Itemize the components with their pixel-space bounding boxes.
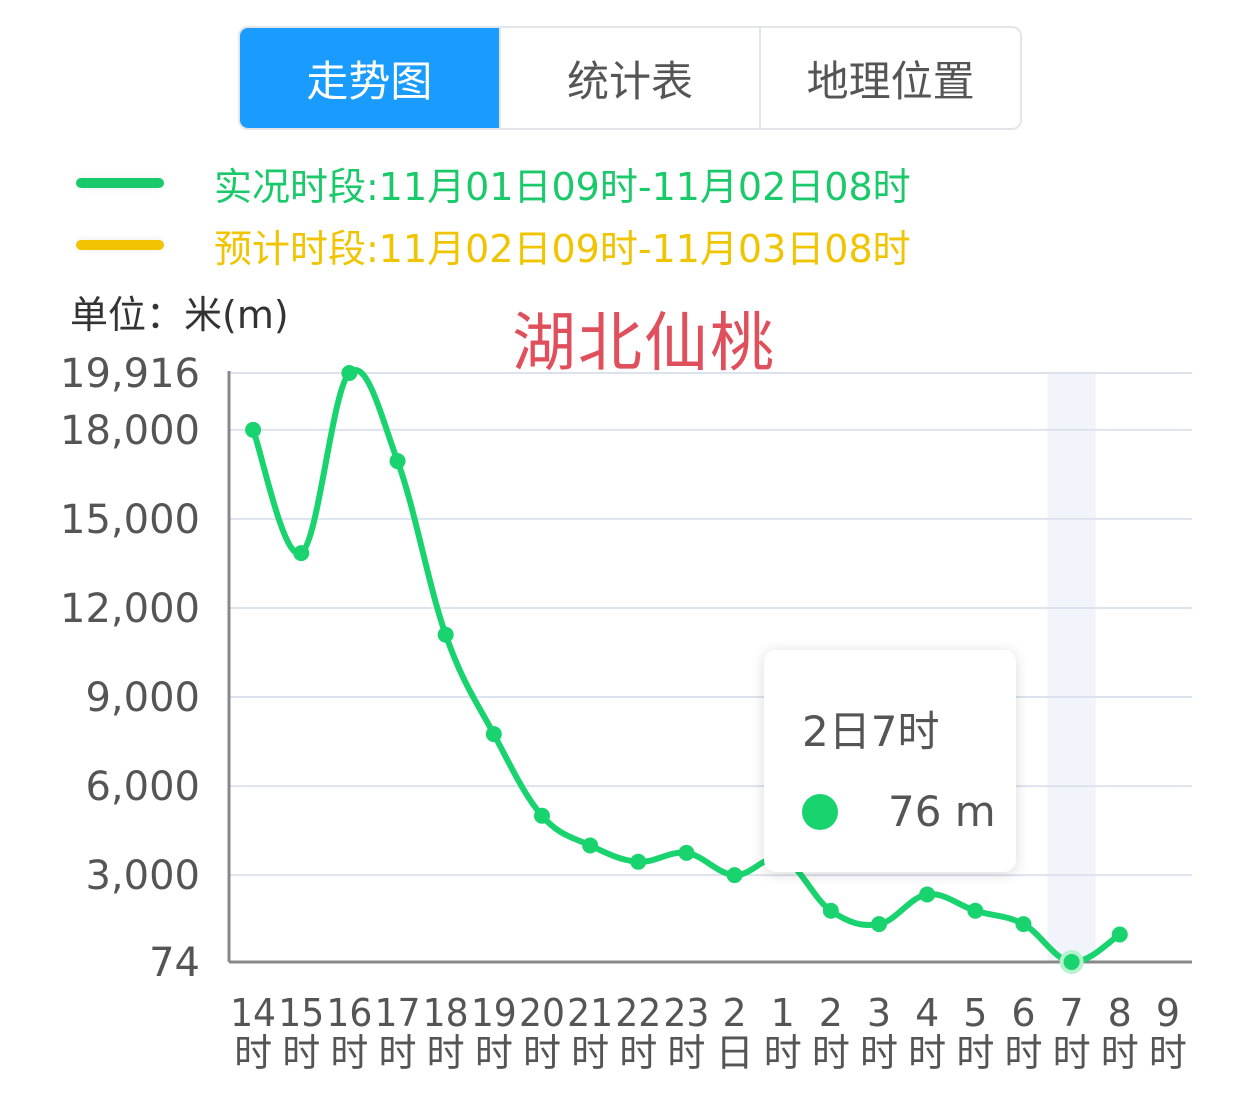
x-tick-label-unit: 时	[764, 1031, 802, 1075]
y-tick-label: 19,916	[60, 351, 200, 397]
x-tick-label: 18	[423, 991, 469, 1035]
y-tick-label: 12,000	[60, 586, 200, 632]
tab-bar: 走势图 统计表 地理位置	[238, 26, 1022, 130]
x-tick-label: 4	[915, 991, 939, 1035]
data-point	[678, 844, 695, 861]
x-tick-label: 23	[663, 991, 709, 1035]
x-tick-label: 2	[819, 991, 843, 1035]
x-tick-label: 7	[1060, 991, 1084, 1035]
tab-trend[interactable]: 走势图	[240, 28, 499, 128]
x-tick-label-unit: 时	[379, 1031, 417, 1075]
data-point	[1015, 916, 1032, 933]
tooltip: 2日7时 76 m	[764, 650, 1016, 872]
x-tick-label-unit: 时	[667, 1031, 705, 1075]
x-tick-label: 9	[1156, 991, 1180, 1035]
x-tick-label: 20	[519, 991, 565, 1035]
x-tick-label: 17	[375, 991, 421, 1035]
legend-forecast: 预计时段:11月02日09时-11月03日08时	[76, 220, 911, 271]
x-tick-label-unit: 时	[282, 1031, 320, 1075]
data-point	[967, 902, 984, 919]
x-tick-label: 15	[278, 991, 324, 1035]
x-tick-label-unit: 时	[523, 1031, 561, 1075]
x-tick-label-unit: 时	[475, 1031, 513, 1075]
x-tick-label-unit: 时	[330, 1031, 368, 1075]
legend-observed: 实况时段:11月01日09时-11月02日08时	[76, 158, 911, 209]
x-tick-label-unit: 时	[1004, 1031, 1042, 1075]
unit-label: 单位：米(m)	[70, 293, 289, 337]
tooltip-title: 2日7时	[802, 707, 940, 756]
x-tick-label: 2	[722, 991, 746, 1035]
data-point	[1111, 926, 1128, 943]
y-tick-label: 9,000	[85, 675, 200, 721]
place-label: 湖北仙桃	[512, 307, 776, 381]
data-point	[822, 902, 839, 919]
x-tick-label: 3	[867, 991, 891, 1035]
data-point	[389, 453, 406, 470]
x-tick-label-unit: 时	[619, 1031, 657, 1075]
tooltip-series-dot	[802, 793, 838, 830]
y-tick-label: 18,000	[60, 408, 200, 454]
legend-observed-line	[76, 178, 164, 188]
data-point	[533, 807, 550, 824]
x-tick-label: 6	[1011, 991, 1035, 1035]
data-point	[485, 726, 502, 743]
x-tick-label-unit: 时	[908, 1031, 946, 1075]
legend-forecast-line	[76, 240, 164, 250]
y-tick-label: 74	[149, 940, 200, 986]
series-line	[250, 367, 1122, 965]
hover-band	[1047, 373, 1096, 962]
data-point	[630, 853, 647, 870]
data-point	[919, 886, 936, 903]
data-point	[726, 867, 743, 884]
y-tick-label: 15,000	[60, 497, 200, 543]
x-tick-label: 5	[963, 991, 987, 1035]
data-point	[582, 837, 599, 854]
x-tick-label: 1	[771, 991, 795, 1035]
x-tick-label-unit: 日	[716, 1031, 754, 1075]
legend-forecast-label: 预计时段:11月02日09时-11月03日08时	[214, 226, 911, 271]
data-point	[871, 916, 888, 933]
x-tick-label-unit: 时	[1101, 1031, 1139, 1075]
x-tick-label: 14	[230, 991, 276, 1035]
x-tick-label-unit: 时	[1149, 1031, 1187, 1075]
x-tick-label-unit: 时	[860, 1031, 898, 1075]
x-tick-label: 22	[615, 991, 661, 1035]
tab-statistics[interactable]: 统计表	[498, 28, 760, 128]
x-tick-label-unit: 时	[812, 1031, 850, 1075]
data-point	[437, 626, 454, 643]
data-point	[293, 545, 310, 562]
x-tick-label: 16	[326, 991, 372, 1035]
x-tick-label: 19	[471, 991, 517, 1035]
y-tick-label: 3,000	[85, 853, 200, 899]
legend-observed-label: 实况时段:11月01日09时-11月02日08时	[214, 164, 911, 209]
x-tick-label-unit: 时	[956, 1031, 994, 1075]
tab-location[interactable]: 地理位置	[759, 28, 1020, 128]
x-tick-label: 21	[567, 991, 613, 1035]
x-tick-label-unit: 时	[427, 1031, 465, 1075]
y-tick-label: 6,000	[85, 764, 200, 810]
data-point	[1059, 949, 1084, 974]
x-tick-label-unit: 时	[1053, 1031, 1091, 1075]
tooltip-value: 76 m	[888, 787, 996, 836]
x-tick-label-unit: 时	[234, 1031, 272, 1075]
x-tick-label: 8	[1108, 991, 1132, 1035]
x-tick-label-unit: 时	[571, 1031, 609, 1075]
data-point	[245, 421, 262, 438]
data-point	[341, 365, 358, 381]
